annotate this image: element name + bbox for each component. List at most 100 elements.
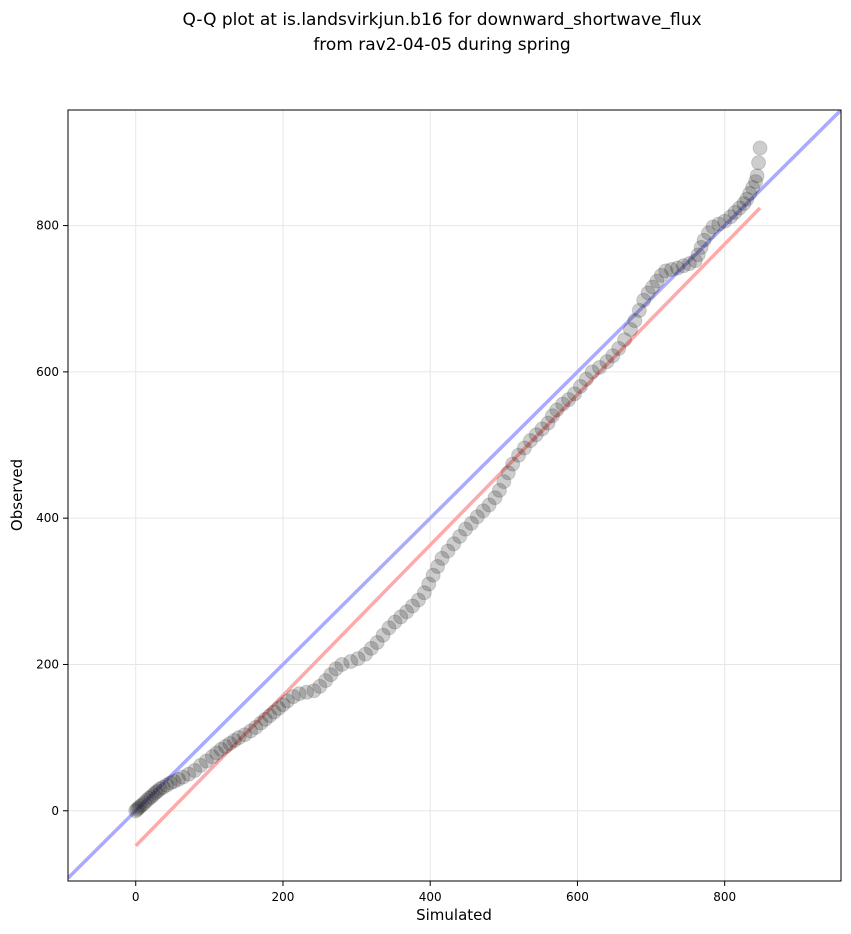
quantile-point: [522, 433, 538, 449]
quantile-point: [469, 509, 485, 525]
quantile-point: [159, 777, 175, 793]
quantile-point: [555, 396, 571, 412]
quantile-point: [387, 614, 403, 630]
quantile-point: [363, 640, 379, 656]
quantile-point: [369, 635, 385, 651]
quantile-point: [166, 774, 182, 790]
quantile-point: [458, 521, 474, 537]
x-tick-label: 800: [713, 890, 736, 904]
quantile-point: [257, 711, 273, 727]
quantile-point: [381, 620, 397, 636]
quantile-point: [262, 708, 278, 724]
quantile-point: [291, 686, 307, 702]
quantile-point: [198, 753, 214, 769]
quantile-point: [645, 279, 661, 295]
quantile-point: [751, 155, 767, 171]
quantile-point: [748, 174, 764, 190]
quantile-point: [496, 474, 512, 490]
quantile-point: [636, 292, 652, 308]
quantile-point: [187, 763, 203, 779]
quantile-point: [226, 733, 242, 749]
quantile-point: [627, 313, 643, 329]
quantile-point: [243, 723, 259, 739]
quantile-points: [128, 140, 768, 819]
quantile-point: [696, 232, 712, 248]
quantile-point: [131, 800, 147, 816]
quantile-point: [578, 371, 594, 387]
quantile-point: [566, 386, 582, 402]
quantile-point: [705, 219, 721, 235]
quantile-point: [393, 609, 409, 625]
quantile-point: [736, 196, 752, 212]
y-tick-label: 800: [36, 219, 59, 233]
quantile-point: [253, 715, 269, 731]
x-tick-label: 200: [272, 890, 295, 904]
quantile-point: [505, 456, 521, 472]
quantile-point: [271, 700, 287, 716]
quantile-point: [399, 604, 415, 620]
quantile-point: [175, 769, 191, 785]
quantile-point: [139, 793, 155, 809]
quantile-point: [690, 247, 706, 263]
chart-title-line-1: Q-Q plot at is.landsvirkjun.b16 for down…: [182, 10, 701, 30]
quantile-point: [675, 258, 691, 274]
quantile-point: [446, 536, 462, 552]
quantile-point: [416, 585, 432, 601]
quantile-point: [549, 402, 565, 418]
quantile-point: [430, 558, 446, 574]
quantile-point: [584, 364, 600, 380]
x-axis-ticks: 0 200 400 600 800: [132, 881, 736, 904]
quantile-point: [700, 225, 716, 241]
quantile-point: [481, 497, 497, 513]
quantile-point: [152, 781, 168, 797]
quantile-point: [162, 775, 178, 791]
quantile-point: [410, 592, 426, 608]
quantile-point: [328, 661, 344, 677]
quantile-point: [452, 528, 468, 544]
quantile-point: [155, 779, 171, 795]
quantile-point: [306, 683, 322, 699]
quantile-point: [592, 359, 608, 375]
quantile-point: [649, 273, 665, 289]
quantile-point: [528, 427, 544, 443]
y-axis-label: Observed: [8, 459, 26, 531]
quantile-point: [631, 302, 647, 318]
y-tick-label: 600: [36, 365, 59, 379]
quantile-point: [544, 408, 560, 424]
quantile-point: [640, 285, 656, 301]
quantile-point: [231, 730, 247, 746]
quantile-point: [141, 790, 157, 806]
quantile-point: [617, 332, 633, 348]
quantile-point: [487, 490, 503, 506]
quantile-point: [193, 757, 209, 773]
quantile-point: [693, 240, 709, 256]
quantile-point: [129, 801, 145, 817]
plot-frame: [67, 109, 842, 882]
quantile-point: [425, 567, 441, 583]
quantile-point: [132, 798, 148, 814]
quantile-point: [134, 797, 150, 813]
quantile-point: [731, 200, 747, 216]
quantile-point: [237, 727, 253, 743]
quantile-point: [137, 795, 153, 811]
y-tick-label: 200: [36, 657, 59, 671]
quantile-point: [128, 803, 144, 819]
x-tick-label: 600: [566, 890, 589, 904]
quantile-point: [752, 140, 768, 156]
quantile-point: [463, 515, 479, 531]
fit-line: [134, 206, 762, 848]
quantile-point: [681, 256, 697, 272]
quantile-point: [357, 646, 373, 662]
quantile-point: [670, 260, 686, 276]
quantile-point: [745, 180, 761, 196]
quantile-point: [285, 689, 301, 705]
quantile-point: [343, 654, 359, 670]
quantile-point: [605, 348, 621, 364]
quantile-point: [572, 379, 588, 395]
quantile-point: [150, 783, 166, 799]
quantile-point: [727, 204, 743, 220]
quantile-point: [749, 168, 765, 184]
quantile-point: [599, 354, 615, 370]
quantile-point: [500, 465, 516, 481]
